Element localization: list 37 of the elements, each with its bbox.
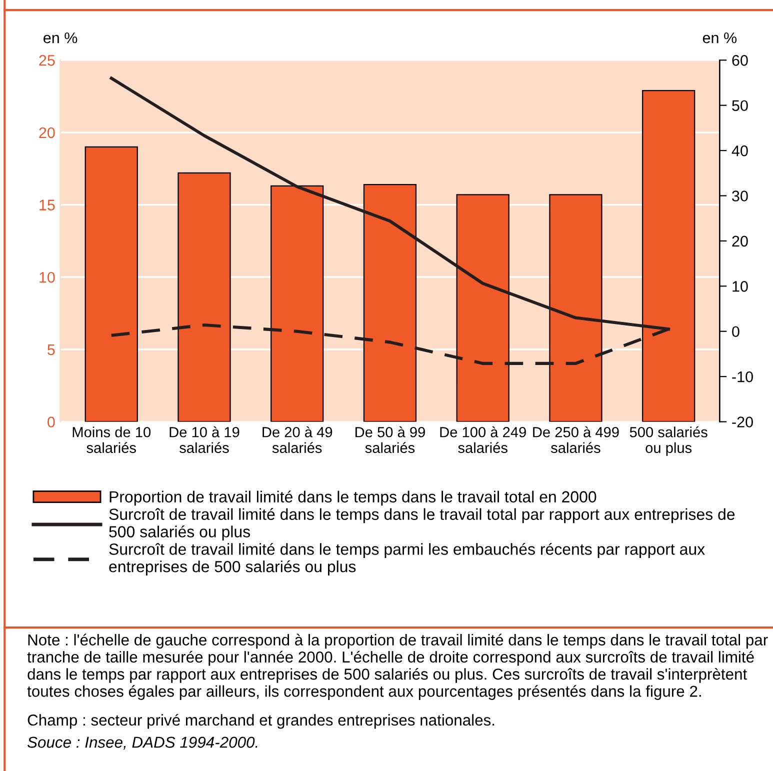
- y2-tick-label: 60: [732, 55, 748, 66]
- x-tick-label: De 10 à 19 salariés: [170, 426, 240, 454]
- y2-tick-label: -10: [732, 371, 753, 382]
- text: Note : l'échelle de gauche correspond à la proportion de travail limité dans le temps dans le travail total par tranche de taille mesurée pour l'année 2000. L'échelle de droite correspond aux surcroîts de travail limité dans le temps par rapport aux entreprises de 500 salariés ou plus. Ces surcroîts de travail s'interprètent toutes choses égales par ailleurs, ils correspondent aux pourcentages présentés dans la figure 2.: [27, 634, 768, 700]
- text: Souce : Insee, DADS 1994-2000.: [28, 736, 258, 750]
- x-tick-label: De 100 à 249 salariés: [440, 426, 526, 454]
- y2-tick-label: 40: [732, 145, 748, 156]
- y-tick-label: 20: [39, 127, 55, 138]
- y2-axis-title: en %: [702, 32, 737, 44]
- legend-label: Surcroît de travail limité dans le temps dans le travail total par rapport aux entreprises de 500 salariés ou plus: [109, 508, 735, 541]
- x-tick-label: De 20 à 49 salariés: [262, 426, 332, 454]
- y2-tick-label: 0: [732, 326, 740, 338]
- y-tick-label: 10: [40, 272, 55, 283]
- y2-tick-label: 20: [732, 236, 748, 247]
- x-tick-label: De 250 à 499 salariés: [533, 426, 619, 454]
- x-tick-label: De 50 à 99 salariés: [356, 426, 425, 454]
- y-tick-label: 15: [40, 200, 55, 210]
- x-tick-label: 500 salariés ou plus: [630, 426, 708, 456]
- y2-tick-label: 30: [732, 190, 748, 202]
- text: Champ : secteur privé marchand et grandes entreprises nationales.: [28, 714, 494, 729]
- x-tick-label: Moins de 10 salariés: [72, 426, 151, 454]
- bar: [178, 172, 231, 422]
- bar: [363, 184, 417, 422]
- y-tick-label: 25: [39, 55, 55, 66]
- y-axis-title: en %: [44, 32, 78, 44]
- bar: [84, 146, 138, 422]
- legend-label: Surcroît de travail limité dans le temps parmi les embauchés récents par rapport aux entreprises de 500 salariés ou plus: [109, 542, 705, 576]
- y-tick-label: 0: [48, 416, 55, 428]
- bar: [456, 194, 510, 422]
- bar: [270, 185, 324, 422]
- y-tick-label: 5: [48, 344, 55, 356]
- y2-tick-label: 50: [732, 100, 748, 112]
- y2-tick-label: 10: [732, 281, 748, 292]
- legend-label: Proportion de travail limité dans le temps dans le travail total en 2000: [110, 490, 596, 506]
- y2-tick-label: -20: [732, 416, 753, 428]
- bar: [549, 194, 602, 422]
- bar: [642, 90, 696, 422]
